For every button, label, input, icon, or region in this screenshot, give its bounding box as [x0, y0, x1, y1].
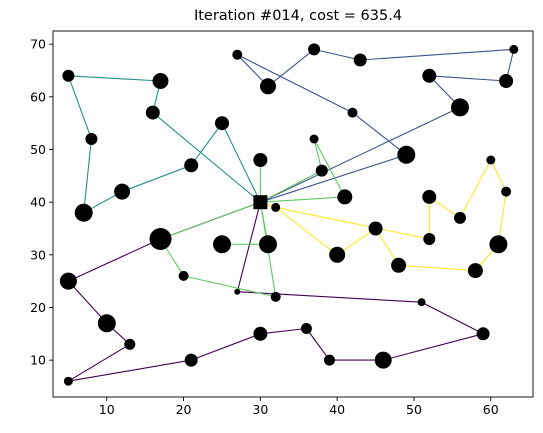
- depot-layer: [253, 195, 268, 210]
- y-tick-label-40: 40: [30, 195, 46, 210]
- customer-node-39: [234, 288, 241, 295]
- x-tick-label-20: 20: [176, 402, 192, 417]
- customer-node-42: [97, 314, 116, 333]
- customer-node-5: [215, 116, 229, 131]
- customer-node-38: [59, 272, 77, 290]
- customer-node-18: [397, 145, 416, 164]
- customer-node-31: [149, 228, 172, 250]
- customer-node-24: [486, 155, 496, 165]
- x-tick-label-40: 40: [329, 402, 345, 417]
- nodes-layer: [59, 43, 519, 386]
- customer-node-50: [63, 376, 73, 386]
- customer-node-29: [423, 233, 436, 245]
- axes-layer: 10 20 30 40 50 60 10 20 30 40 50 60 70: [30, 30, 534, 417]
- customer-node-1: [62, 69, 75, 82]
- route-line-2: [236, 48, 515, 203]
- y-tick-label-10: 10: [30, 353, 46, 368]
- customer-node-41: [417, 298, 426, 307]
- customer-node-28: [368, 221, 383, 236]
- customer-node-47: [184, 353, 198, 367]
- customer-node-43: [300, 323, 312, 334]
- customer-node-11: [353, 53, 367, 67]
- y-tick-label-60: 60: [30, 89, 46, 104]
- customer-node-14: [422, 68, 437, 83]
- customer-node-35: [391, 257, 407, 273]
- customer-node-48: [324, 354, 335, 366]
- customer-node-26: [422, 189, 437, 204]
- customer-node-25: [501, 186, 512, 197]
- plot-frame: [52, 30, 534, 398]
- customer-node-19: [309, 134, 319, 144]
- y-tick-label-30: 30: [30, 247, 46, 262]
- customer-node-34: [329, 246, 346, 263]
- customer-node-13: [347, 107, 358, 118]
- x-tick-label-50: 50: [406, 402, 422, 417]
- customer-node-2: [152, 73, 169, 89]
- customer-node-49: [374, 351, 392, 369]
- customer-node-21: [315, 164, 328, 177]
- x-tick-label-10: 10: [99, 402, 115, 417]
- customer-node-32: [213, 235, 231, 254]
- customer-node-37: [178, 270, 189, 281]
- customer-node-22: [337, 189, 353, 205]
- customer-node-9: [232, 49, 243, 60]
- customer-node-7: [114, 183, 131, 200]
- y-tick-label-50: 50: [30, 142, 46, 157]
- route-line-3: [67, 75, 261, 214]
- x-tick-label-60: 60: [483, 402, 499, 417]
- customer-node-20: [253, 153, 268, 167]
- route-line-5: [260, 159, 507, 272]
- customer-node-10: [308, 43, 321, 56]
- customer-node-23: [271, 202, 281, 212]
- customer-node-33: [259, 235, 277, 254]
- customer-node-6: [184, 158, 199, 173]
- customer-node-17: [451, 98, 469, 117]
- customer-node-44: [124, 338, 136, 350]
- customer-node-45: [476, 327, 490, 341]
- customer-node-12: [260, 78, 276, 95]
- customer-node-3: [145, 105, 160, 120]
- customer-node-46: [253, 326, 268, 341]
- chart-title: Iteration #014, cost = 635.4: [194, 8, 402, 24]
- customer-node-36: [467, 263, 483, 279]
- depot-marker: [253, 195, 268, 210]
- customer-node-8: [74, 203, 93, 222]
- customer-node-15: [509, 44, 519, 54]
- route-line-1: [67, 201, 484, 382]
- routes-layer: [67, 48, 515, 382]
- y-tick-label-70: 70: [30, 37, 46, 52]
- customer-node-40: [270, 291, 281, 302]
- customer-node-27: [454, 211, 466, 224]
- x-tick-label-30: 30: [252, 402, 268, 417]
- customer-node-4: [85, 133, 98, 145]
- customer-node-16: [499, 74, 514, 88]
- y-tick-label-20: 20: [30, 300, 46, 315]
- customer-node-30: [489, 235, 508, 254]
